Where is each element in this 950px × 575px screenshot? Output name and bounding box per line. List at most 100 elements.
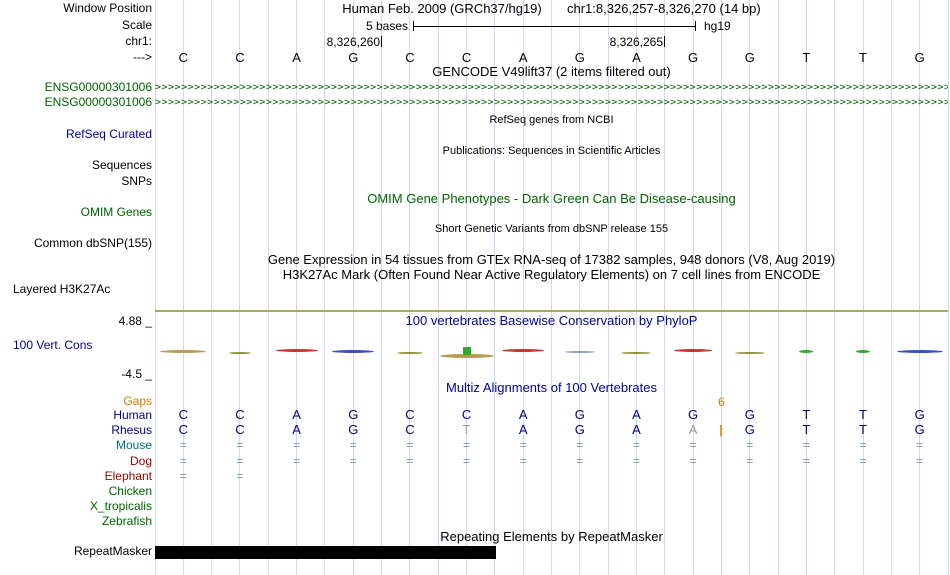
track-label-chicken[interactable]: Chicken xyxy=(108,484,152,498)
track-title-refseq-genes-from-ncbi: RefSeq genes from NCBI xyxy=(489,114,614,126)
track-label-common-dbsnp-155[interactable]: Common dbSNP(155) xyxy=(33,236,152,250)
alignment-base-human: A xyxy=(292,407,301,422)
alignment-same-dog: = xyxy=(632,454,640,468)
conservation-mark xyxy=(462,347,471,355)
track-label-refseq-curated[interactable]: RefSeq Curated xyxy=(65,127,152,141)
alignment-base-rhesus: A xyxy=(518,422,528,437)
alignment-base-human: T xyxy=(802,407,811,422)
alignment-base-human: A xyxy=(632,407,641,422)
alignment-base-human: T xyxy=(859,407,867,422)
scale-bar xyxy=(413,26,696,27)
conservation-mark xyxy=(396,352,423,354)
assembly-label: Human Feb. 2009 (GRCh37/hg19) xyxy=(342,1,542,16)
alignment-same-mouse: = xyxy=(576,438,584,452)
alignment-same-dog: = xyxy=(463,454,471,468)
track-title-h3k27ac-mark-often-found-near-active-regulatory-elements-on-7-cell-lines-from-encode: H3K27Ac Mark (Often Found Near Active Re… xyxy=(282,267,821,282)
conservation-mark xyxy=(439,354,494,358)
alignment-base-rhesus: G xyxy=(574,422,585,437)
track-label-x-tropicalis[interactable]: X_tropicalis xyxy=(89,499,152,513)
track-label-chr1: chr1: xyxy=(125,34,152,48)
track-label-100-vert-cons[interactable]: 100 Vert. Cons xyxy=(13,338,93,352)
track-label-label: ---> xyxy=(133,50,152,64)
track-title-gencode-v49lift37-2-items-filtered-out: GENCODE V49lift37 (2 items filtered out) xyxy=(432,64,671,79)
ref-base-4: G xyxy=(348,50,359,65)
ref-base-14: G xyxy=(914,50,925,65)
track-label-repeatmasker[interactable]: RepeatMasker xyxy=(73,544,152,558)
scale-bases-label: 5 bases xyxy=(365,19,408,33)
alignment-same-dog: = xyxy=(519,454,527,468)
guideline xyxy=(607,0,609,575)
track-title-short-genetic-variants-from-dbsnp-release-155: Short Genetic Variants from dbSNP releas… xyxy=(434,223,669,235)
track-label-snps[interactable]: SNPs xyxy=(121,174,152,188)
alignment-same-dog: = xyxy=(859,454,867,468)
conservation-mark xyxy=(332,350,375,353)
track-label-ensg00000301006[interactable]: ENSG00000301006 xyxy=(44,95,152,109)
alignment-same-dog: = xyxy=(349,454,357,468)
track-label-human[interactable]: Human xyxy=(113,408,152,422)
track-label-sequences[interactable]: Sequences xyxy=(91,158,152,172)
alignment-same-mouse: = xyxy=(519,438,527,452)
track-title-omim-gene-phenotypes-dark-green-can-be-disease-causing: OMIM Gene Phenotypes - Dark Green Can Be… xyxy=(367,191,736,206)
track-label-zebrafish[interactable]: Zebrafish xyxy=(101,514,152,528)
conservation-mark xyxy=(621,352,652,354)
track-label-rhesus[interactable]: Rhesus xyxy=(111,423,152,437)
gene-item-ensg00000301006[interactable]: >>>>>>>>>>>>>>>>>>>>>>>>>>>>>>>>>>>>>>>>… xyxy=(155,82,948,93)
alignment-base-rhesus: C xyxy=(235,422,245,437)
track-label-elephant[interactable]: Elephant xyxy=(104,469,152,483)
track-label-gaps[interactable]: Gaps xyxy=(123,394,152,408)
track-label-ensg00000301006[interactable]: ENSG00000301006 xyxy=(44,80,152,94)
guideline xyxy=(579,0,581,575)
gap-count: 6 xyxy=(718,395,725,409)
guideline xyxy=(777,0,779,575)
alignment-same-dog: = xyxy=(916,454,924,468)
conservation-mark xyxy=(160,350,207,353)
ref-base-1: C xyxy=(178,50,188,65)
track-label-dog[interactable]: Dog xyxy=(129,454,152,468)
conservation-mark xyxy=(228,352,251,354)
guideline xyxy=(720,0,722,575)
guideline xyxy=(947,0,949,575)
conservation-mark xyxy=(856,350,871,353)
alignment-same-dog: = xyxy=(236,454,244,468)
ref-base-13: T xyxy=(859,50,867,65)
repeat-masker-element[interactable] xyxy=(155,546,496,559)
track-title-gene-expression-in-54-tissues-from-gtex-rna-seq-of-17382-samples-948-donors-v8-aug-2019: Gene Expression in 54 tissues from GTEx … xyxy=(267,252,836,267)
alignment-base-rhesus: A xyxy=(688,422,698,437)
alignment-same-mouse: = xyxy=(293,438,301,452)
genome-label: hg19 xyxy=(704,19,731,33)
alignment-base-rhesus: T xyxy=(802,422,811,437)
track-title-repeating-elements-by-repeatmasker: Repeating Elements by RepeatMasker xyxy=(440,529,663,544)
alignment-base-rhesus: G xyxy=(348,422,359,437)
conservation-mark xyxy=(896,350,943,353)
gene-item-ensg00000301006[interactable]: >>>>>>>>>>>>>>>>>>>>>>>>>>>>>>>>>>>>>>>>… xyxy=(155,97,948,108)
ref-base-6: C xyxy=(461,50,472,65)
guideline xyxy=(409,0,411,575)
alignment-same-mouse: = xyxy=(802,438,810,452)
track-label-layered-h3k27ac[interactable]: Layered H3K27Ac xyxy=(13,282,111,296)
guideline xyxy=(211,0,213,575)
conservation-mark xyxy=(502,349,545,352)
guideline xyxy=(834,0,836,575)
guideline xyxy=(522,0,524,575)
alignment-same-elephant: = xyxy=(179,469,187,483)
guideline xyxy=(324,0,326,575)
alignment-same-mouse: = xyxy=(349,438,357,452)
alignment-same-mouse: = xyxy=(689,438,697,452)
conservation-mark xyxy=(275,349,318,352)
track-label-mouse[interactable]: Mouse xyxy=(115,438,152,452)
ref-base-3: A xyxy=(292,50,301,65)
guideline xyxy=(805,0,807,575)
guideline xyxy=(437,0,439,575)
track-label-omim-genes[interactable]: OMIM Genes xyxy=(80,205,152,219)
alignment-base-human: C xyxy=(461,407,472,422)
alignment-same-dog: = xyxy=(746,454,754,468)
alignment-base-rhesus: C xyxy=(178,422,188,437)
guideline xyxy=(862,0,864,575)
track-title-100-vertebrates-basewise-conservation-by-phylop: 100 vertebrates Basewise Conservation by… xyxy=(405,313,698,328)
guideline xyxy=(239,0,241,575)
coordinate-right-tick xyxy=(664,36,665,47)
alignment-base-rhesus: G xyxy=(914,422,925,437)
alignment-same-dog: = xyxy=(802,454,810,468)
guideline xyxy=(919,0,921,575)
guideline xyxy=(749,0,751,575)
